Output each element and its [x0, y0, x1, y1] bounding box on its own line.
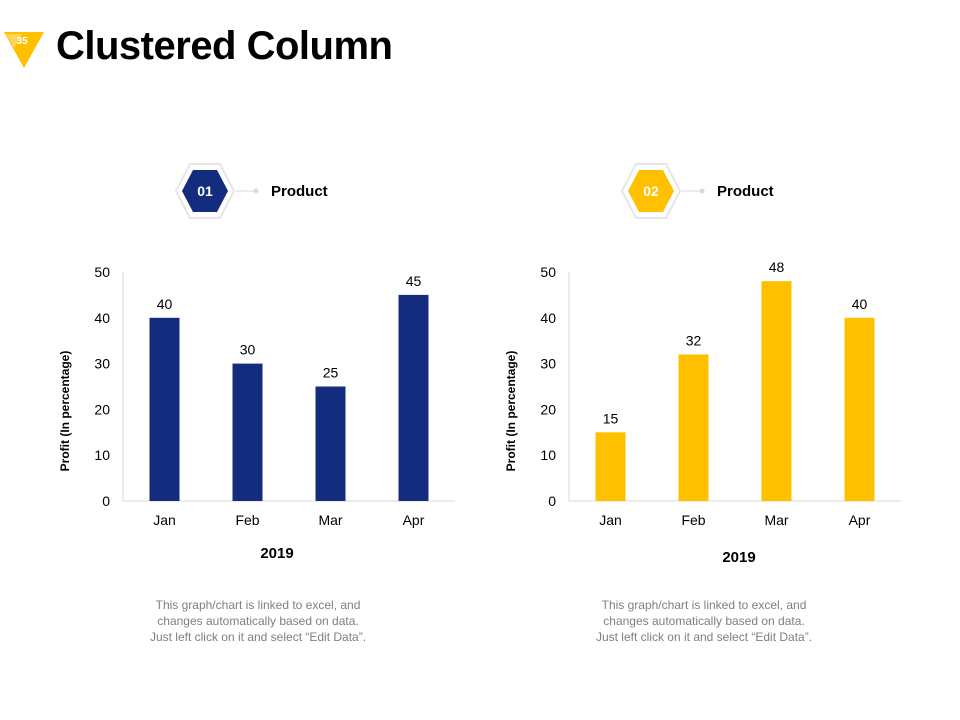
y-tick-label: 10 [94, 447, 110, 463]
product-02-connector [682, 188, 705, 194]
data-label: 32 [686, 332, 702, 348]
x-tick-label: Apr [403, 512, 425, 528]
bar-feb [678, 354, 709, 501]
y-tick-label: 30 [94, 356, 110, 372]
page-title: Clustered Column [56, 24, 393, 68]
data-label: 48 [769, 260, 785, 275]
chart-02-x-axis-title: 2019 [722, 549, 756, 566]
data-label: 15 [603, 410, 619, 426]
y-tick-label: 0 [102, 493, 110, 509]
bar-mar [315, 386, 346, 501]
y-tick-label: 20 [540, 401, 556, 417]
chart-01-x-axis-title: 2019 [260, 545, 294, 562]
y-tick-label: 50 [94, 264, 110, 280]
x-tick-label: Apr [849, 512, 871, 528]
data-label: 45 [406, 273, 422, 289]
product-02-badge: 02 [643, 183, 659, 199]
product-01-label: Product [271, 183, 328, 200]
bar-feb [232, 363, 263, 501]
chart-02-y-axis-title: Profit (In percentage) [504, 350, 518, 472]
y-tick-label: 40 [540, 310, 556, 326]
data-label: 30 [240, 342, 256, 358]
chart-02-note: This graph/chart is linked to excel, and… [574, 597, 834, 645]
product-02-hexagon-icon [621, 163, 681, 219]
bar-jan [149, 317, 180, 501]
product-01-hexagon-icon [175, 163, 235, 219]
x-tick-label: Feb [235, 512, 259, 528]
chart-01-note-line: Just left click on it and select “Edit D… [149, 630, 367, 644]
product-01-connector [236, 188, 259, 194]
y-tick-label: 50 [540, 264, 556, 280]
y-tick-label: 20 [94, 401, 110, 417]
slide-number: 35 [16, 36, 28, 47]
chart-product-02: 0 10 20 30 40 50 15 Jan 32 Feb 48 Mar 40 Apr [540, 260, 901, 528]
chart-01-note-line: This graph/chart is linked to excel, and [155, 598, 361, 612]
chart-02-note-line: This graph/chart is linked to excel, and [601, 598, 807, 612]
y-tick-label: 10 [540, 447, 556, 463]
chart-02-note-line: Just left click on it and select “Edit D… [595, 630, 813, 644]
x-tick-label: Mar [318, 512, 342, 528]
x-tick-label: Feb [681, 512, 705, 528]
chart-01-y-axis-title: Profit (In percentage) [58, 350, 72, 472]
bar-mar [761, 281, 792, 501]
x-tick-label: Mar [764, 512, 788, 528]
bar-apr [844, 317, 875, 501]
data-label: 25 [323, 365, 339, 381]
chart-product-01: 0 10 20 30 40 50 40 Jan 30 Feb 25 Mar 45 Apr [94, 264, 455, 528]
chart-01-note: This graph/chart is linked to excel, and… [128, 597, 388, 645]
bar-jan [595, 432, 626, 501]
y-tick-label: 30 [540, 356, 556, 372]
chart-02-note-line: changes automatically based on data. [603, 614, 805, 628]
data-label: 40 [157, 296, 173, 312]
x-tick-label: Jan [153, 512, 176, 528]
product-01-badge: 01 [197, 183, 213, 199]
product-02-label: Product [717, 183, 774, 200]
slide-number-badge [4, 32, 44, 68]
y-tick-label: 40 [94, 310, 110, 326]
x-tick-label: Jan [599, 512, 622, 528]
data-label: 40 [852, 296, 868, 312]
y-tick-label: 0 [548, 493, 556, 509]
chart-01-note-line: changes automatically based on data. [157, 614, 359, 628]
bar-apr [398, 294, 429, 501]
